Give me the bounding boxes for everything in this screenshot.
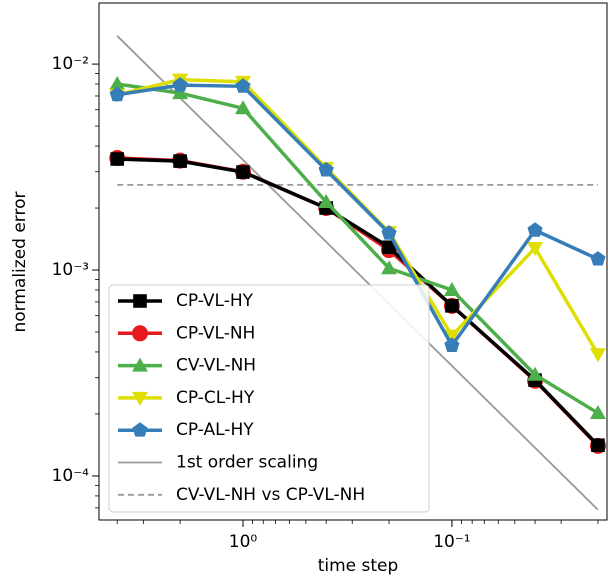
data-point — [235, 100, 252, 115]
x-tick-label: 10⁻¹ — [433, 532, 470, 552]
y-tick-label: 10⁻⁴ — [52, 466, 90, 486]
y-tick-label: 10⁻² — [52, 54, 89, 74]
data-point — [173, 154, 187, 168]
plot-frame — [98, 2, 608, 521]
legend-label: 1st order scaling — [176, 453, 318, 473]
x-axis-label: time step — [318, 556, 399, 576]
data-point — [590, 251, 606, 266]
legend-label: CP-CL-HY — [176, 388, 255, 408]
legend-marker — [132, 422, 148, 437]
data-point — [589, 348, 606, 363]
data-point — [591, 438, 605, 453]
data-point — [527, 241, 544, 256]
legend-marker — [132, 391, 148, 406]
legend-marker — [132, 357, 148, 372]
legend-label: CV-VL-NH — [176, 356, 256, 376]
data-point — [444, 337, 460, 352]
data-point — [445, 299, 459, 313]
series-line — [116, 82, 599, 415]
legend-box — [108, 284, 430, 513]
data-point — [381, 260, 398, 275]
data-point — [109, 76, 126, 91]
x-tick-label: 10⁰ — [229, 532, 258, 552]
data-point — [382, 240, 396, 255]
data-point — [318, 161, 334, 177]
data-point — [110, 152, 125, 166]
legend-marker — [133, 294, 147, 308]
data-point — [527, 222, 543, 237]
data-point — [589, 405, 606, 420]
series-line — [116, 83, 599, 349]
data-point — [109, 86, 125, 102]
data-point — [318, 193, 335, 208]
series-line — [116, 35, 599, 511]
data-point — [172, 85, 189, 100]
y-tick-label: 10⁻³ — [52, 260, 89, 280]
legend-label: CP-AL-HY — [176, 420, 254, 440]
data-point — [172, 77, 188, 92]
legend-label: CV-VL-NH vs CP-VL-NH — [176, 485, 365, 505]
legend-marker — [132, 325, 148, 342]
legend-label: CP-VL-NH — [176, 323, 255, 343]
data-point — [443, 281, 460, 296]
data-point — [236, 165, 250, 179]
data-point — [443, 329, 460, 344]
data-point — [381, 225, 397, 240]
series-line — [117, 157, 600, 447]
data-point — [235, 78, 251, 93]
data-point — [527, 366, 544, 381]
legend-label: CP-VL-HY — [176, 291, 254, 311]
y-axis-label: normalized error — [10, 191, 30, 332]
